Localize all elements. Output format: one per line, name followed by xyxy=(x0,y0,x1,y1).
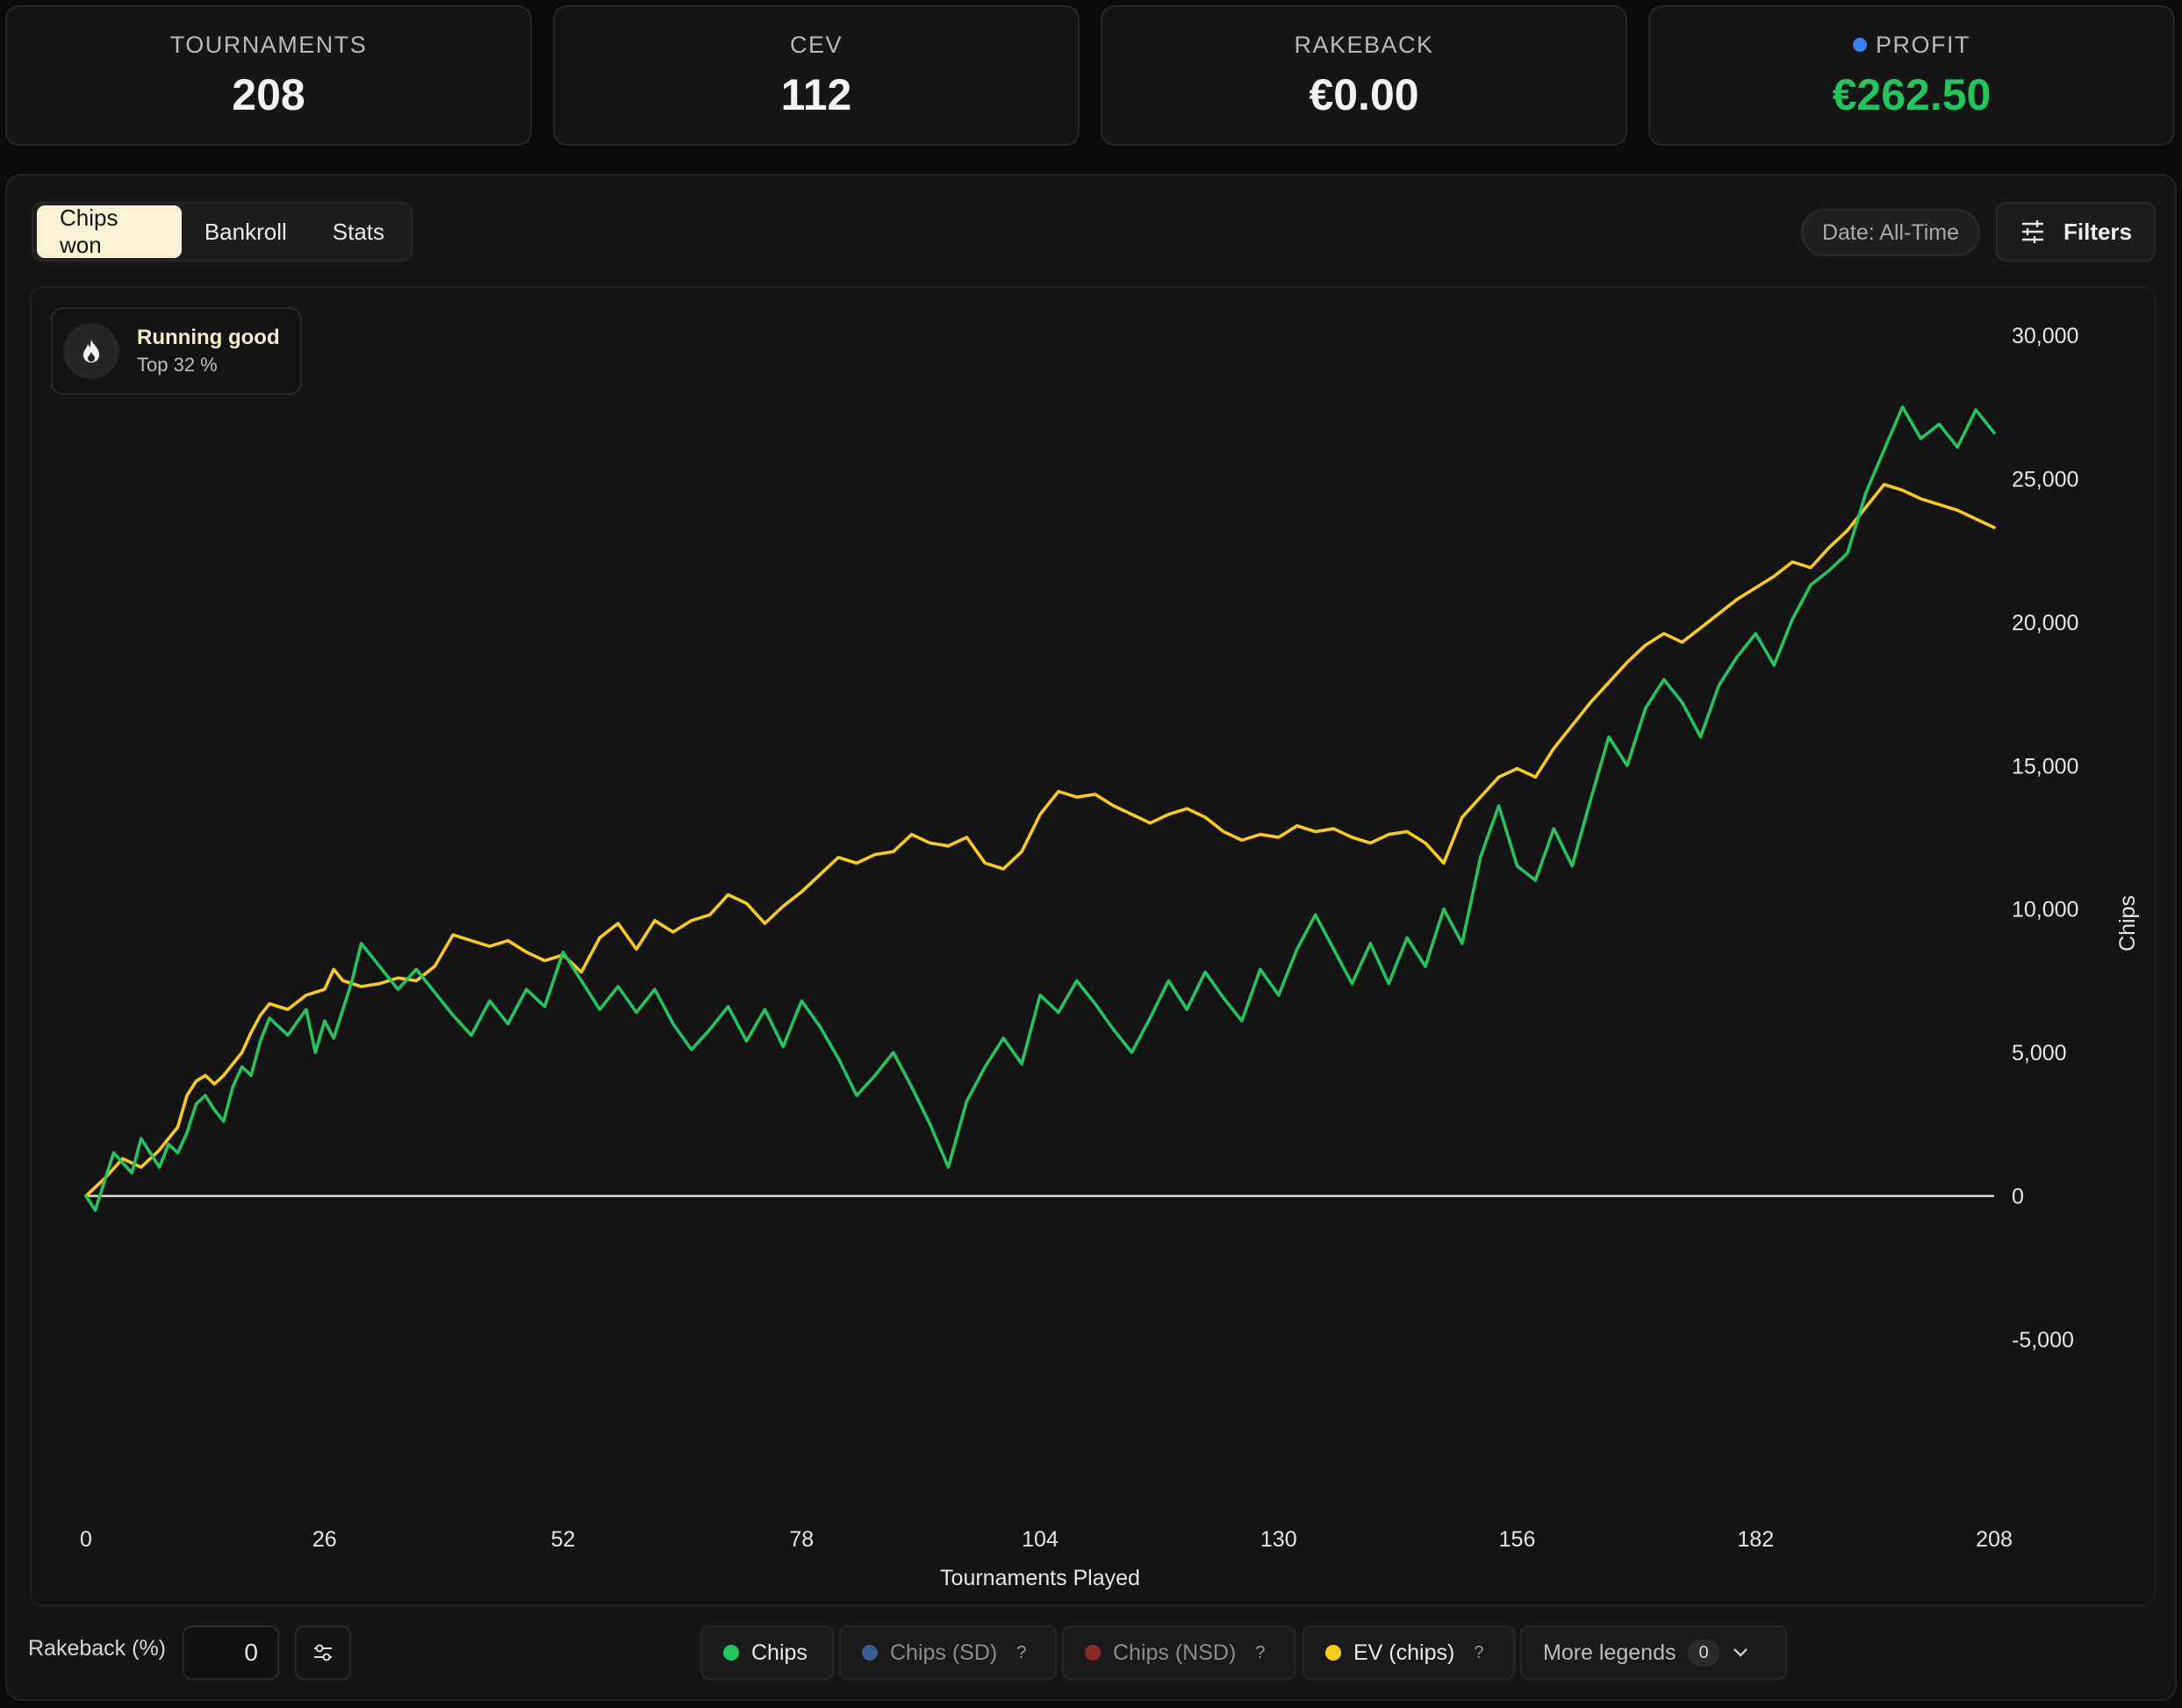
more-legends-count: 0 xyxy=(1688,1639,1719,1667)
x-tick-label: 208 xyxy=(1976,1527,2013,1552)
x-tick-label: 104 xyxy=(1022,1527,1059,1552)
y-tick-label: 25,000 xyxy=(2012,467,2078,492)
series-line-ev-chips xyxy=(84,483,1996,1198)
y-tick-label: -5,000 xyxy=(2012,1328,2074,1353)
more-legends-label: More legends xyxy=(1543,1640,1676,1665)
legend-chips[interactable]: Chips xyxy=(700,1625,834,1680)
badge-subtitle: Top 32 % xyxy=(137,354,218,376)
stat-label: RAKEBACK xyxy=(1294,31,1434,58)
stat-card-rakeback: RAKEBACK €0.00 xyxy=(1101,5,1627,146)
chevron-down-icon xyxy=(1733,1648,1748,1657)
legend-label: Chips (NSD) xyxy=(1113,1640,1237,1665)
y-tick-label: 15,000 xyxy=(2012,754,2078,779)
legend-label: EV (chips) xyxy=(1353,1640,1455,1665)
stat-label: CEV xyxy=(789,31,843,58)
profit-status-dot xyxy=(1853,38,1867,52)
sliders-icon xyxy=(2021,220,2043,243)
tab-bankroll[interactable]: Bankroll xyxy=(204,218,287,245)
stat-value: 112 xyxy=(780,69,852,119)
filters-button[interactable]: Filters xyxy=(1996,202,2156,262)
stat-card-profit: PROFIT €262.50 xyxy=(1648,5,2175,146)
x-tick-label: 78 xyxy=(789,1527,814,1552)
chart-area xyxy=(30,286,2156,1606)
stat-card-tournaments: TOURNAMENTS 208 xyxy=(5,5,532,146)
more-legends-dropdown[interactable]: More legends 0 xyxy=(1520,1625,1787,1680)
y-tick-label: 10,000 xyxy=(2012,898,2078,922)
x-tick-label: 182 xyxy=(1737,1527,1774,1552)
date-range-button[interactable]: Date: All-Time xyxy=(1801,209,1980,256)
stat-label: TOURNAMENTS xyxy=(169,31,368,58)
legend-dot xyxy=(723,1645,739,1661)
tab-chips-won[interactable]: Chips won xyxy=(37,205,182,258)
chart-panel: Chips won Bankroll Stats Date: All-Time … xyxy=(5,174,2177,1701)
x-tick-label: 130 xyxy=(1260,1527,1297,1552)
tab-stats[interactable]: Stats xyxy=(332,218,384,245)
filters-label: Filters xyxy=(2063,218,2133,245)
help-icon[interactable]: ? xyxy=(1255,1642,1266,1662)
legend-chips-nsd[interactable]: Chips (NSD) ? xyxy=(1062,1625,1296,1680)
help-icon[interactable]: ? xyxy=(1016,1642,1027,1662)
stat-value: 208 xyxy=(232,69,305,119)
y-tick-label: 20,000 xyxy=(2012,611,2078,635)
legend-label: Chips (SD) xyxy=(890,1640,998,1665)
y-tick-label: 5,000 xyxy=(2012,1041,2067,1066)
legend-label: Chips xyxy=(751,1640,807,1665)
y-tick-label: 30,000 xyxy=(2012,324,2078,348)
x-tick-label: 0 xyxy=(80,1527,92,1552)
view-tabs: Chips won Bankroll Stats xyxy=(32,202,413,262)
legend-ev-chips[interactable]: EV (chips) ? xyxy=(1303,1625,1515,1680)
rakeback-label: Rakeback (%) xyxy=(28,1636,166,1661)
flame-icon xyxy=(63,323,119,379)
help-icon[interactable]: ? xyxy=(1474,1642,1484,1662)
x-tick-label: 156 xyxy=(1499,1527,1536,1552)
legend-chips-sd[interactable]: Chips (SD) ? xyxy=(839,1625,1057,1680)
legend-dot xyxy=(1325,1645,1341,1661)
stat-label: PROFIT xyxy=(1876,31,1970,58)
series-line-chips xyxy=(84,405,1996,1212)
stat-card-cev: CEV 112 xyxy=(553,5,1080,146)
stat-value: €0.00 xyxy=(1309,69,1419,119)
badge-title: Running good xyxy=(137,326,280,349)
rakeback-settings-button[interactable] xyxy=(295,1625,351,1680)
running-good-badge: Running good Top 32 % xyxy=(51,307,302,395)
x-axis-label: Tournaments Played xyxy=(940,1566,1140,1590)
y-axis-label: Chips xyxy=(2115,895,2140,951)
legend-dot xyxy=(862,1645,878,1661)
rakeback-input[interactable] xyxy=(183,1625,279,1680)
settings-sliders-icon xyxy=(314,1644,332,1661)
y-tick-label: 0 xyxy=(2012,1185,2024,1209)
legend-dot xyxy=(1085,1645,1101,1661)
x-tick-label: 26 xyxy=(312,1527,337,1552)
stat-value: €262.50 xyxy=(1832,69,1992,119)
x-tick-label: 52 xyxy=(551,1527,576,1552)
